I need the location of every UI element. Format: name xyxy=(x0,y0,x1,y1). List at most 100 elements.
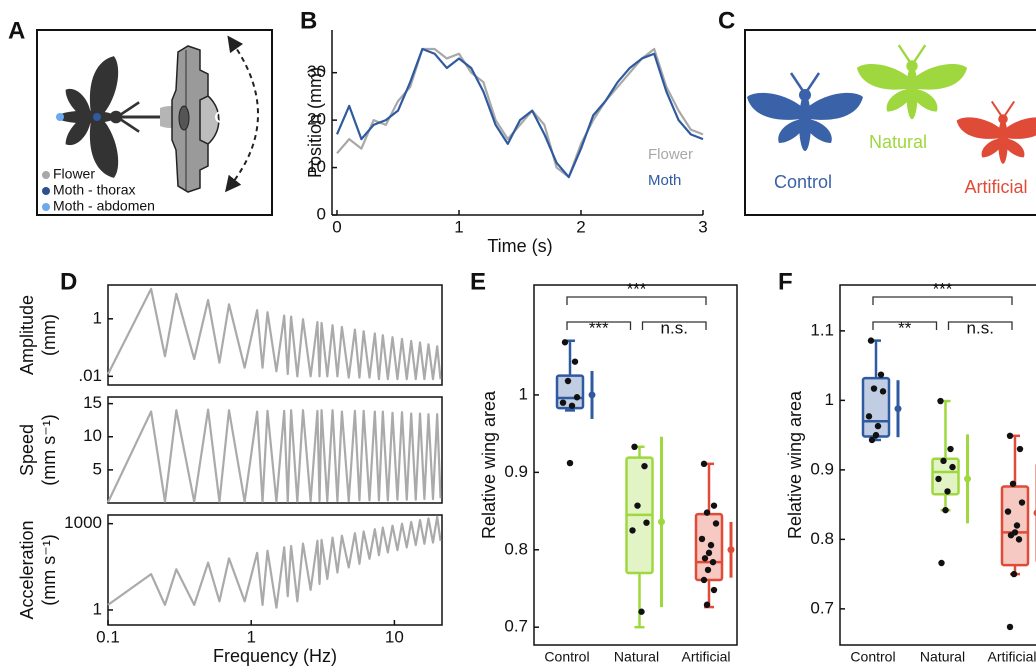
x-tick-label: Control xyxy=(544,649,589,665)
y-tick-label: 30 xyxy=(307,62,326,81)
x-tick-label: Artificial xyxy=(681,649,730,665)
panel-frame xyxy=(36,29,273,216)
wing xyxy=(1003,138,1025,158)
data-point xyxy=(1004,508,1012,515)
body xyxy=(998,119,1008,164)
x-axis-label: Frequency (Hz) xyxy=(213,646,337,666)
y-tick-label: 0.9 xyxy=(504,462,528,481)
y-tick-label: 0.9 xyxy=(810,459,834,478)
significance-bracket xyxy=(641,321,707,330)
significance-label: *** xyxy=(627,279,647,298)
data-point xyxy=(949,463,956,471)
data-point xyxy=(701,555,709,562)
data-point xyxy=(571,358,579,365)
y-tick-label: .01 xyxy=(78,366,102,385)
legend-marker xyxy=(42,203,50,211)
wing xyxy=(805,119,832,143)
data-point xyxy=(1018,499,1026,506)
y-tick-label: 0 xyxy=(317,204,326,223)
moth xyxy=(856,44,968,120)
antenna xyxy=(990,100,1016,117)
data-point xyxy=(703,509,711,516)
significance-bracket xyxy=(566,296,707,305)
data-point xyxy=(1006,432,1014,440)
legend-label: Flower xyxy=(53,166,95,182)
x-tick-label: 10 xyxy=(385,627,404,646)
panel-letter: C xyxy=(718,7,735,34)
y-tick-label: 0.8 xyxy=(504,539,528,558)
wing xyxy=(856,64,910,90)
significance-bracket xyxy=(566,321,632,330)
data-point xyxy=(1015,536,1023,543)
data-point xyxy=(703,601,711,608)
plot-frame xyxy=(533,284,738,646)
series-line xyxy=(107,515,442,609)
y-axis-label: Relative wing area xyxy=(785,390,805,539)
wing xyxy=(956,117,1001,139)
significance-bracket xyxy=(872,296,1013,305)
panel-letter: B xyxy=(300,7,317,34)
y-axis-label: Speed xyxy=(17,424,37,476)
data-point xyxy=(1016,445,1024,453)
significance-label: *** xyxy=(589,318,609,337)
plot-frame xyxy=(107,284,443,386)
y-tick-label: 0.8 xyxy=(810,529,834,548)
data-point xyxy=(638,608,645,615)
data-point xyxy=(707,541,715,549)
data-point xyxy=(643,519,650,526)
box xyxy=(931,457,960,496)
mean-dot xyxy=(658,518,665,526)
data-point xyxy=(700,460,708,468)
y-tick-label: 10 xyxy=(307,157,326,176)
moth-label: Artificial xyxy=(964,177,1027,197)
data-point xyxy=(865,413,873,420)
data-point xyxy=(709,558,717,566)
significance-label: n.s. xyxy=(967,318,994,337)
y-tick-label: 1 xyxy=(519,384,528,403)
mean-dot xyxy=(1033,509,1036,517)
data-point xyxy=(712,520,720,527)
x-tick-label: 0.1 xyxy=(96,627,120,646)
y-axis-label: Acceleration xyxy=(17,520,37,619)
y-tick-label: 0.7 xyxy=(504,617,528,636)
data-point xyxy=(1009,480,1017,487)
wing xyxy=(747,92,802,120)
body xyxy=(799,95,811,151)
y-tick-label: 0.7 xyxy=(810,598,834,617)
data-point xyxy=(573,394,581,401)
x-tick-label: 3 xyxy=(698,217,707,236)
mean-dot xyxy=(964,475,971,483)
data-point xyxy=(938,559,945,567)
series-line xyxy=(107,408,442,503)
legend-label: Moth - abdomen xyxy=(53,198,155,214)
data-point xyxy=(874,422,882,430)
data-point xyxy=(867,337,875,344)
head xyxy=(998,114,1008,124)
wing xyxy=(912,88,938,112)
x-tick-label: 0 xyxy=(332,217,341,236)
wing xyxy=(981,138,1003,158)
moth xyxy=(956,100,1036,164)
x-tick-label: 2 xyxy=(576,217,585,236)
data-point xyxy=(870,385,878,392)
data-point xyxy=(710,586,718,594)
data-point xyxy=(944,488,951,495)
y-axis-label: Amplitude xyxy=(17,295,37,375)
data-point xyxy=(561,339,569,346)
wing xyxy=(65,88,91,117)
y-tick-label: 5 xyxy=(93,459,102,478)
antenna xyxy=(119,101,140,133)
data-point xyxy=(700,576,708,584)
data-point xyxy=(568,402,576,409)
wing xyxy=(65,117,91,146)
mean-dot xyxy=(588,391,596,399)
plot-frame xyxy=(839,284,1036,646)
y-tick-label: 1 xyxy=(93,599,102,618)
legend-marker xyxy=(42,187,50,195)
x-tick-label: Natural xyxy=(614,649,659,665)
series-line xyxy=(335,47,704,179)
data-point xyxy=(566,459,574,467)
wing xyxy=(886,88,912,112)
mean-dot xyxy=(894,405,902,413)
